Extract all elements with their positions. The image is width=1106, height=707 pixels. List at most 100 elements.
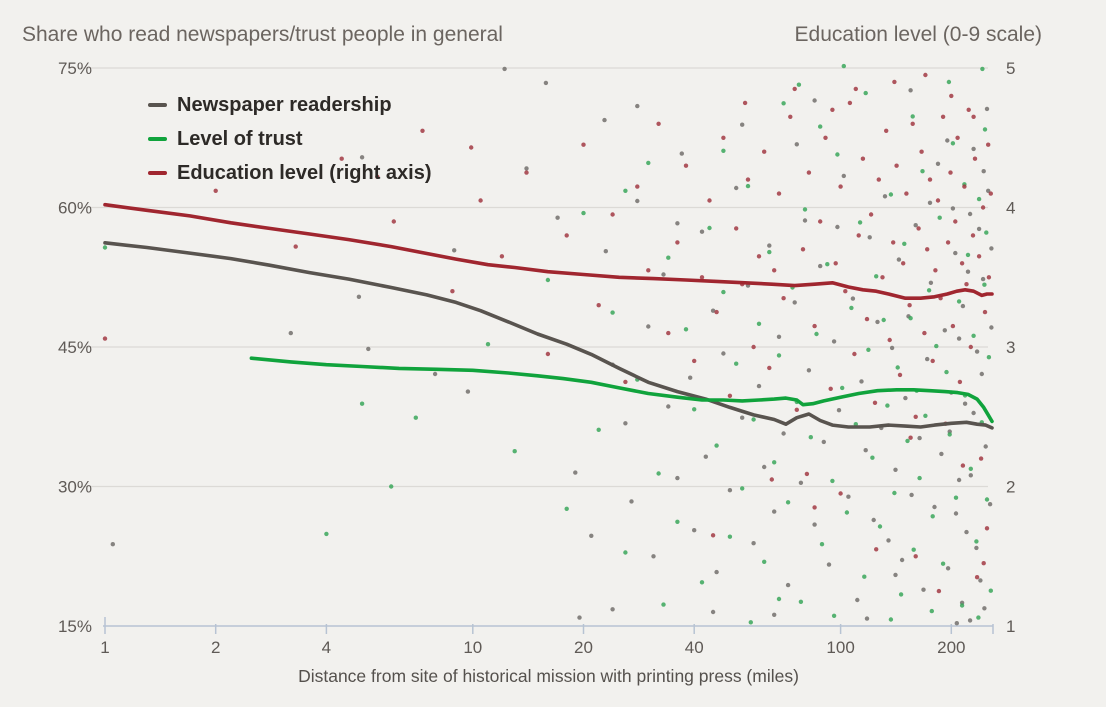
point bbox=[623, 379, 628, 385]
point bbox=[710, 308, 716, 313]
right-tick-label: 4 bbox=[1006, 199, 1015, 218]
point bbox=[826, 562, 832, 567]
point bbox=[727, 534, 733, 539]
tick-label: 100 bbox=[826, 638, 854, 657]
point bbox=[465, 389, 471, 394]
point bbox=[651, 554, 656, 559]
point bbox=[945, 138, 950, 143]
tick-label: 2 bbox=[211, 638, 220, 657]
point bbox=[814, 331, 819, 337]
point bbox=[860, 156, 866, 161]
point bbox=[413, 415, 418, 420]
point bbox=[953, 250, 958, 256]
point bbox=[339, 156, 344, 161]
point bbox=[389, 484, 394, 489]
point bbox=[781, 101, 786, 106]
point bbox=[745, 177, 751, 182]
point bbox=[804, 471, 810, 477]
point bbox=[707, 198, 712, 203]
point bbox=[502, 66, 507, 72]
point bbox=[545, 351, 551, 357]
point bbox=[978, 456, 984, 461]
point bbox=[987, 502, 993, 507]
point bbox=[913, 554, 918, 559]
point bbox=[776, 596, 782, 602]
point bbox=[756, 321, 762, 326]
point bbox=[940, 114, 946, 120]
point bbox=[910, 114, 915, 119]
point bbox=[692, 358, 697, 364]
legend: Newspaper readership Level of trust Educ… bbox=[148, 88, 432, 190]
point bbox=[980, 205, 986, 210]
point bbox=[972, 156, 978, 161]
point bbox=[800, 247, 806, 252]
point bbox=[740, 486, 745, 491]
point bbox=[959, 261, 965, 266]
point bbox=[796, 82, 802, 87]
right-tick-label: 2 bbox=[1006, 478, 1015, 497]
legend-label-trust: Level of trust bbox=[177, 127, 303, 150]
point bbox=[596, 427, 601, 432]
point bbox=[971, 410, 976, 416]
point bbox=[962, 184, 967, 189]
point bbox=[812, 323, 817, 329]
point bbox=[947, 432, 952, 437]
point bbox=[864, 316, 870, 322]
point bbox=[812, 98, 817, 103]
point bbox=[913, 414, 918, 419]
point bbox=[769, 477, 774, 482]
point bbox=[927, 200, 933, 205]
point bbox=[830, 478, 835, 484]
point bbox=[830, 107, 835, 113]
point bbox=[902, 241, 907, 246]
point bbox=[968, 344, 973, 350]
point bbox=[589, 533, 594, 538]
point bbox=[656, 471, 661, 476]
point bbox=[950, 141, 956, 146]
point bbox=[785, 500, 791, 505]
point bbox=[675, 475, 680, 481]
point bbox=[802, 218, 808, 223]
point bbox=[666, 255, 671, 260]
point bbox=[925, 247, 930, 252]
point bbox=[921, 587, 926, 592]
point bbox=[610, 310, 615, 315]
point bbox=[960, 303, 966, 309]
point bbox=[742, 100, 748, 106]
point bbox=[980, 66, 985, 72]
left-tick-label: 30% bbox=[58, 478, 92, 497]
point bbox=[898, 592, 904, 597]
point bbox=[893, 572, 898, 578]
point bbox=[683, 163, 689, 168]
point bbox=[863, 90, 868, 96]
legend-label-education: Education level (right axis) bbox=[177, 161, 432, 184]
point bbox=[872, 400, 878, 405]
point bbox=[850, 296, 856, 301]
point bbox=[596, 303, 601, 308]
point bbox=[661, 272, 666, 277]
point bbox=[885, 403, 890, 408]
point bbox=[981, 561, 986, 566]
point bbox=[710, 533, 716, 538]
point bbox=[823, 135, 828, 140]
point bbox=[359, 401, 365, 406]
point bbox=[656, 121, 661, 127]
point bbox=[772, 460, 777, 465]
point bbox=[875, 319, 880, 325]
legend-label-readership: Newspaper readership bbox=[177, 93, 392, 116]
point bbox=[776, 191, 782, 196]
point bbox=[288, 330, 293, 336]
point bbox=[945, 240, 951, 245]
point bbox=[939, 451, 944, 457]
point bbox=[692, 407, 697, 412]
point bbox=[843, 289, 848, 294]
scatter-readership bbox=[110, 66, 994, 626]
point bbox=[110, 542, 116, 547]
point bbox=[976, 615, 981, 620]
point bbox=[666, 330, 671, 336]
point bbox=[524, 166, 529, 171]
point bbox=[666, 404, 671, 409]
point bbox=[967, 211, 973, 217]
point bbox=[564, 233, 569, 238]
x-axis-title: Distance from site of historical mission… bbox=[298, 666, 799, 686]
